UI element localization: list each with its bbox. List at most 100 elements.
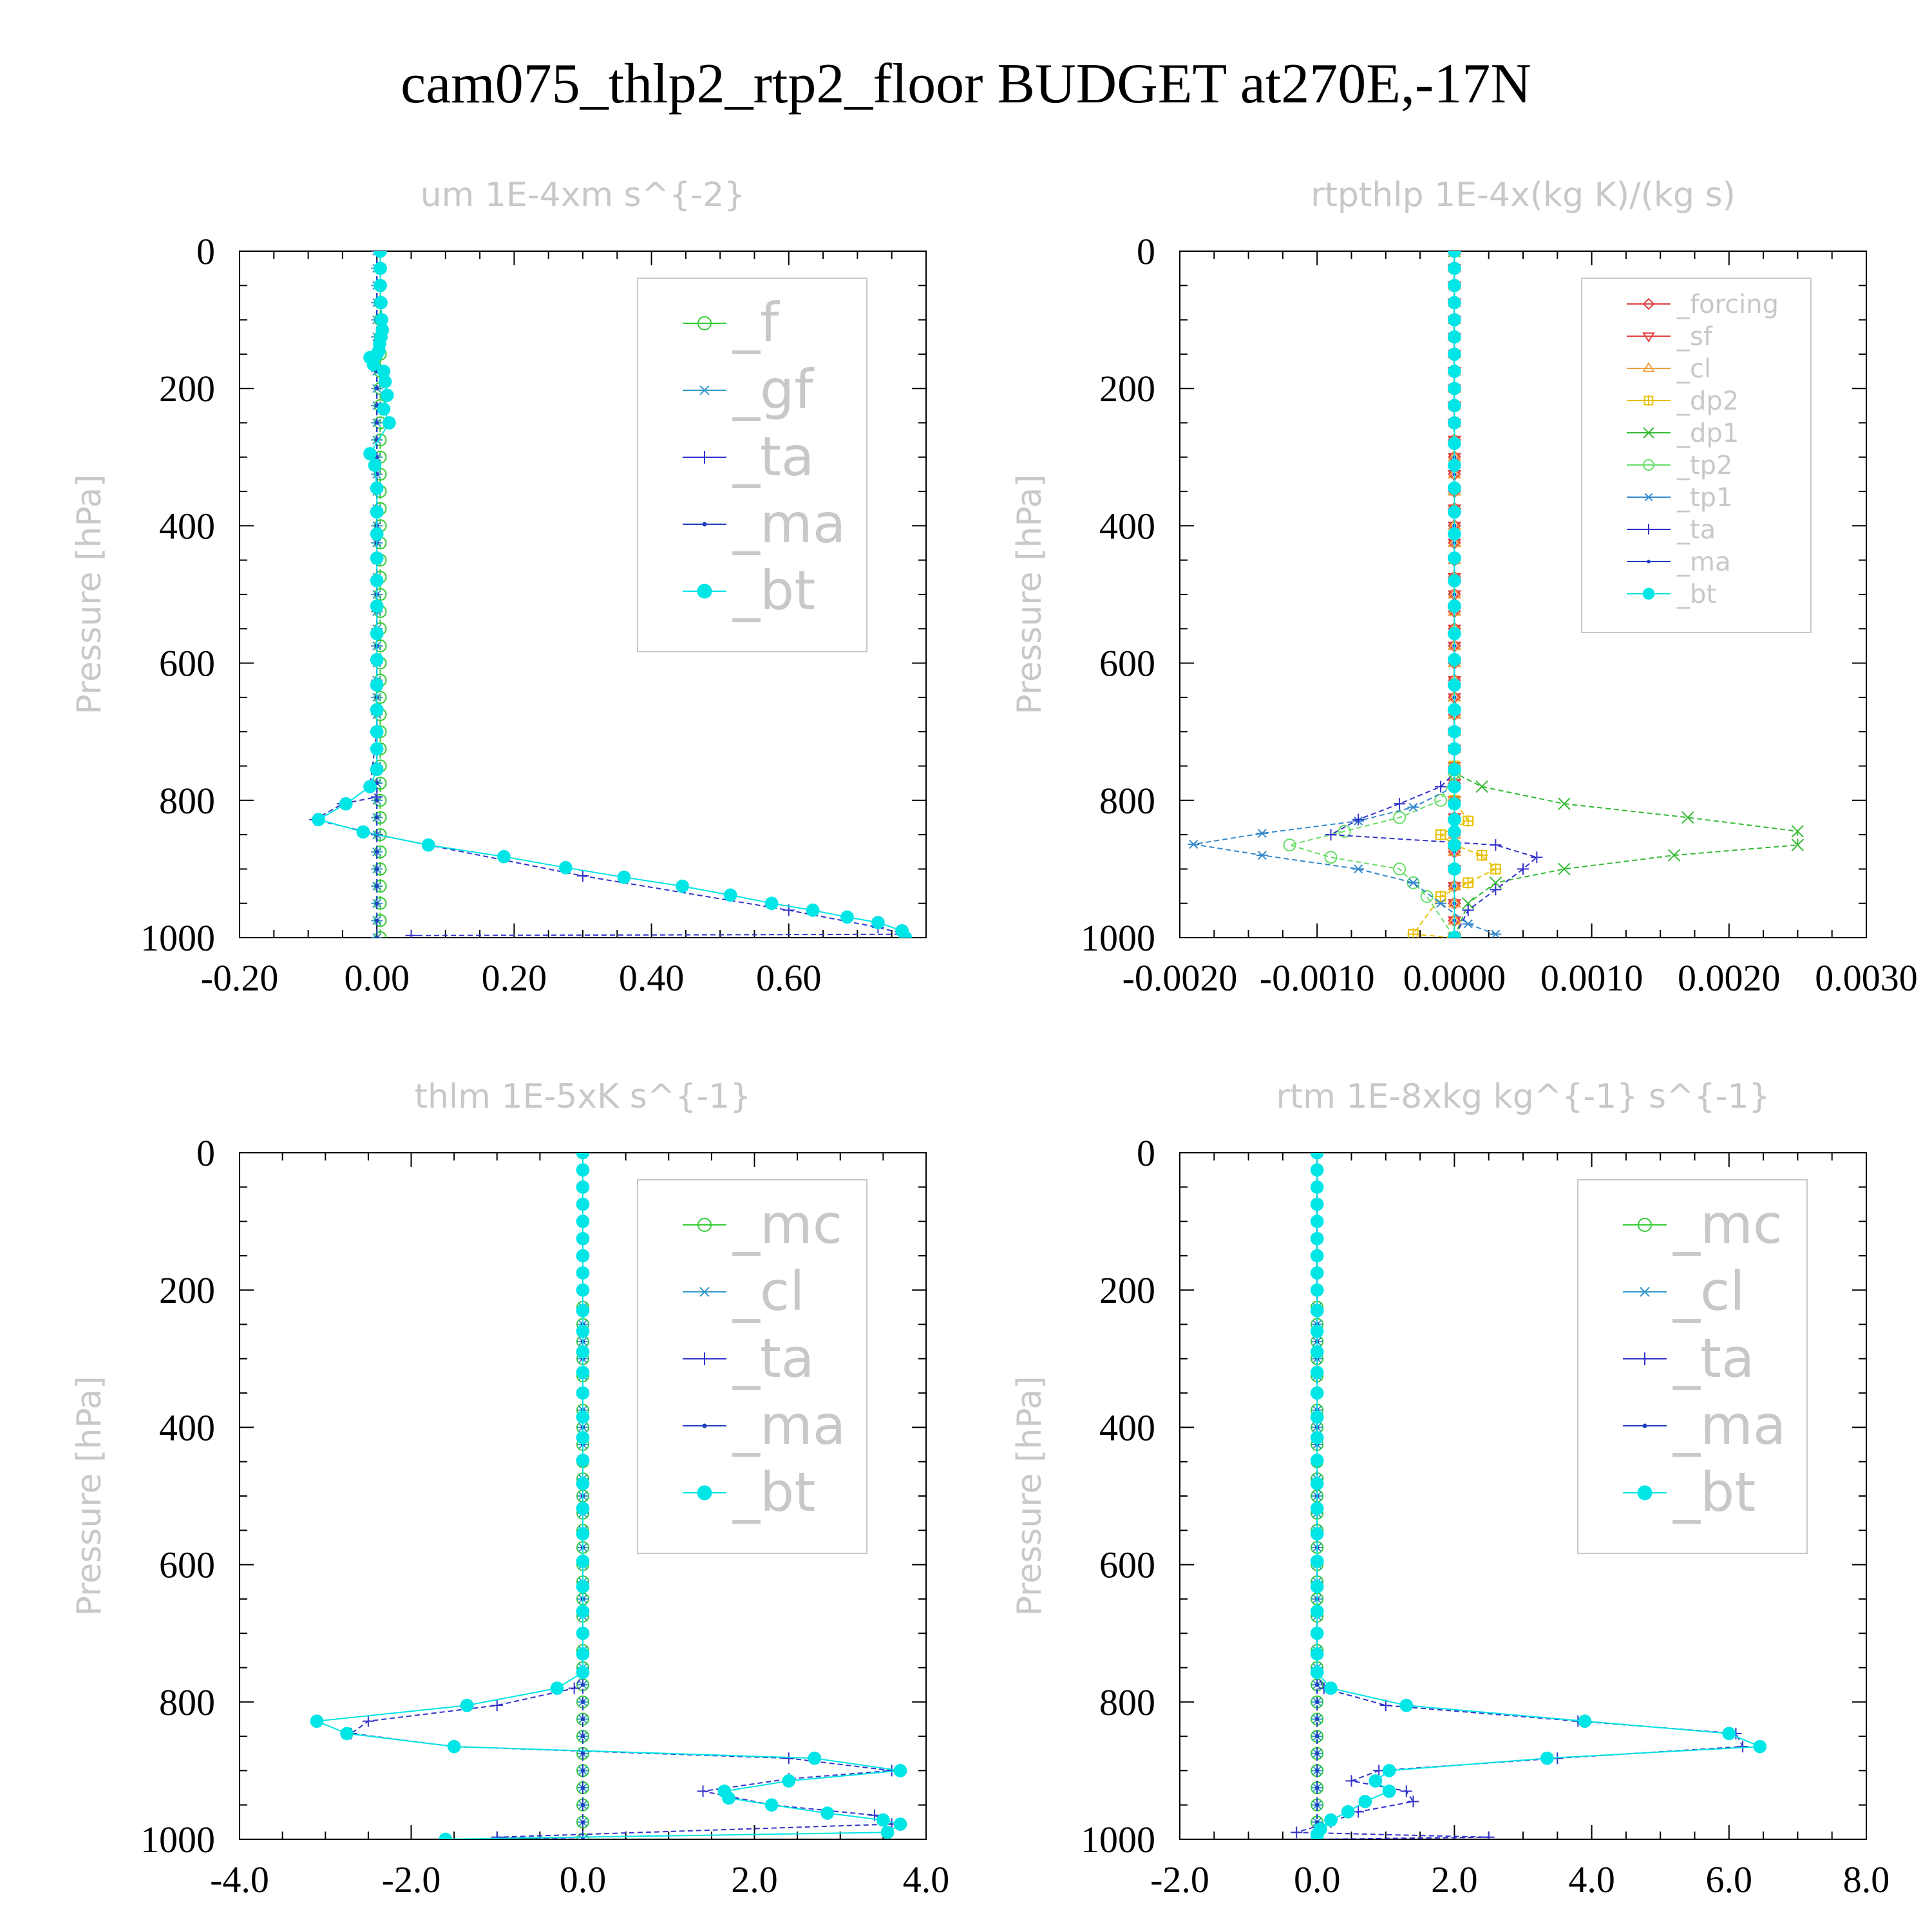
- data-point: [576, 1386, 590, 1400]
- data-point: [1400, 1785, 1412, 1797]
- data-point: [580, 1837, 585, 1839]
- chart-panel-um: um 1E-4xm s^{-2} Pressure [hPa] 0 200 400 600…: [70, 176, 927, 999]
- data-point: [1352, 813, 1365, 826]
- series_tp2: [1283, 251, 1461, 938]
- x-tick-label: -4.0: [210, 1859, 269, 1900]
- data-point: [370, 742, 384, 756]
- data-point: [1448, 437, 1461, 450]
- data-point: [880, 1825, 895, 1839]
- data-point: [375, 918, 379, 923]
- x-tick-label: 0.0030: [1815, 957, 1918, 999]
- legend-label: _bt: [1676, 580, 1716, 609]
- series_bt: [310, 1153, 907, 1839]
- data-point: [1310, 1345, 1324, 1359]
- data-point: [1291, 1826, 1303, 1839]
- data-point: [1475, 780, 1488, 793]
- data-point: [1462, 876, 1474, 889]
- data-point: [366, 357, 381, 372]
- data-point: [764, 896, 779, 911]
- y-tick-label: 800: [1099, 780, 1155, 822]
- legend-label: _ma: [732, 1394, 846, 1457]
- y-tick-label: 200: [159, 1269, 215, 1311]
- data-point: [1448, 862, 1461, 876]
- data-point: [1315, 1700, 1320, 1704]
- data-point: [576, 1410, 590, 1424]
- series_bt: [1448, 251, 1461, 938]
- legend-label: _gf: [732, 358, 815, 421]
- data-point: [1531, 851, 1543, 864]
- data-point: [375, 313, 389, 327]
- data-point: [576, 1266, 590, 1280]
- series_bt: [1310, 1153, 1767, 1839]
- data-point: [1791, 838, 1804, 851]
- data-point: [1435, 829, 1447, 841]
- panel-title: thlm 1E-5xK s^{-1}: [415, 1077, 752, 1116]
- data-point: [1448, 313, 1461, 327]
- data-point: [764, 1798, 779, 1812]
- data-point: [378, 375, 392, 388]
- data-point: [1310, 1431, 1324, 1444]
- legend-marker: [1642, 1423, 1647, 1428]
- data-point: [375, 815, 379, 820]
- data-point: [898, 931, 913, 938]
- data-point: [1341, 1805, 1355, 1819]
- y-tick-label: 1000: [1081, 1819, 1155, 1861]
- panel-title: rtm 1E-8xkg kg^{-1} s^{-1}: [1276, 1077, 1770, 1116]
- data-point: [1448, 780, 1461, 793]
- data-point: [1722, 1727, 1736, 1741]
- data-point: [580, 1803, 585, 1807]
- data-point: [374, 251, 387, 258]
- data-point: [1435, 891, 1447, 903]
- data-point: [1448, 330, 1461, 344]
- data-point: [550, 1681, 564, 1695]
- legend-label: _cl: [1672, 1260, 1745, 1323]
- data-point: [1310, 1303, 1324, 1318]
- data-point: [1310, 1231, 1324, 1245]
- data-point: [1310, 1647, 1324, 1661]
- data-point: [1448, 813, 1461, 826]
- data-point: [1399, 1698, 1414, 1712]
- y-axis-label: Pressure [hPa]: [70, 1376, 109, 1616]
- data-point: [1490, 929, 1502, 938]
- data-point: [1310, 1283, 1324, 1297]
- x-tick-label: 6.0: [1706, 1859, 1753, 1900]
- data-point: [576, 1501, 590, 1515]
- x-tick-label: 8.0: [1843, 1859, 1890, 1900]
- data-point: [380, 388, 394, 402]
- data-point: [1310, 1554, 1324, 1568]
- data-point: [576, 1303, 590, 1318]
- legend-label: _bt: [732, 1461, 815, 1524]
- data-point: [1310, 1410, 1324, 1424]
- data-point: [1310, 1215, 1324, 1228]
- data-point: [580, 1751, 585, 1756]
- data-point: [1448, 505, 1461, 519]
- data-point: [1448, 678, 1461, 692]
- y-tick-label: 0: [196, 1132, 215, 1174]
- data-point: [1448, 551, 1461, 565]
- legend-label: _mc: [732, 1193, 842, 1256]
- data-point: [820, 1806, 835, 1820]
- x-tick-label: -0.0020: [1122, 957, 1238, 999]
- data-point: [1435, 898, 1447, 908]
- x-tick-label: 0.0000: [1403, 957, 1506, 999]
- data-point: [370, 599, 384, 613]
- data-point: [491, 1831, 503, 1839]
- series_bt: [312, 251, 913, 938]
- data-point: [1315, 1717, 1320, 1721]
- legend-label: _tp1: [1676, 483, 1733, 513]
- legend-marker: [697, 1218, 712, 1232]
- data-point: [1448, 481, 1461, 495]
- legend-label: _ma: [732, 492, 846, 555]
- data-point: [1394, 798, 1406, 810]
- legend-label: _bt: [732, 559, 815, 622]
- y-tick-label: 800: [1099, 1681, 1155, 1723]
- data-point: [1310, 1163, 1324, 1177]
- data-point: [576, 1180, 590, 1194]
- data-point: [339, 797, 353, 811]
- data-point: [1338, 824, 1351, 838]
- data-point: [1315, 1785, 1320, 1790]
- data-point: [491, 1700, 503, 1712]
- data-point: [1310, 1604, 1324, 1618]
- y-tick-label: 600: [1099, 643, 1155, 685]
- x-tick-label: 2.0: [731, 1859, 778, 1900]
